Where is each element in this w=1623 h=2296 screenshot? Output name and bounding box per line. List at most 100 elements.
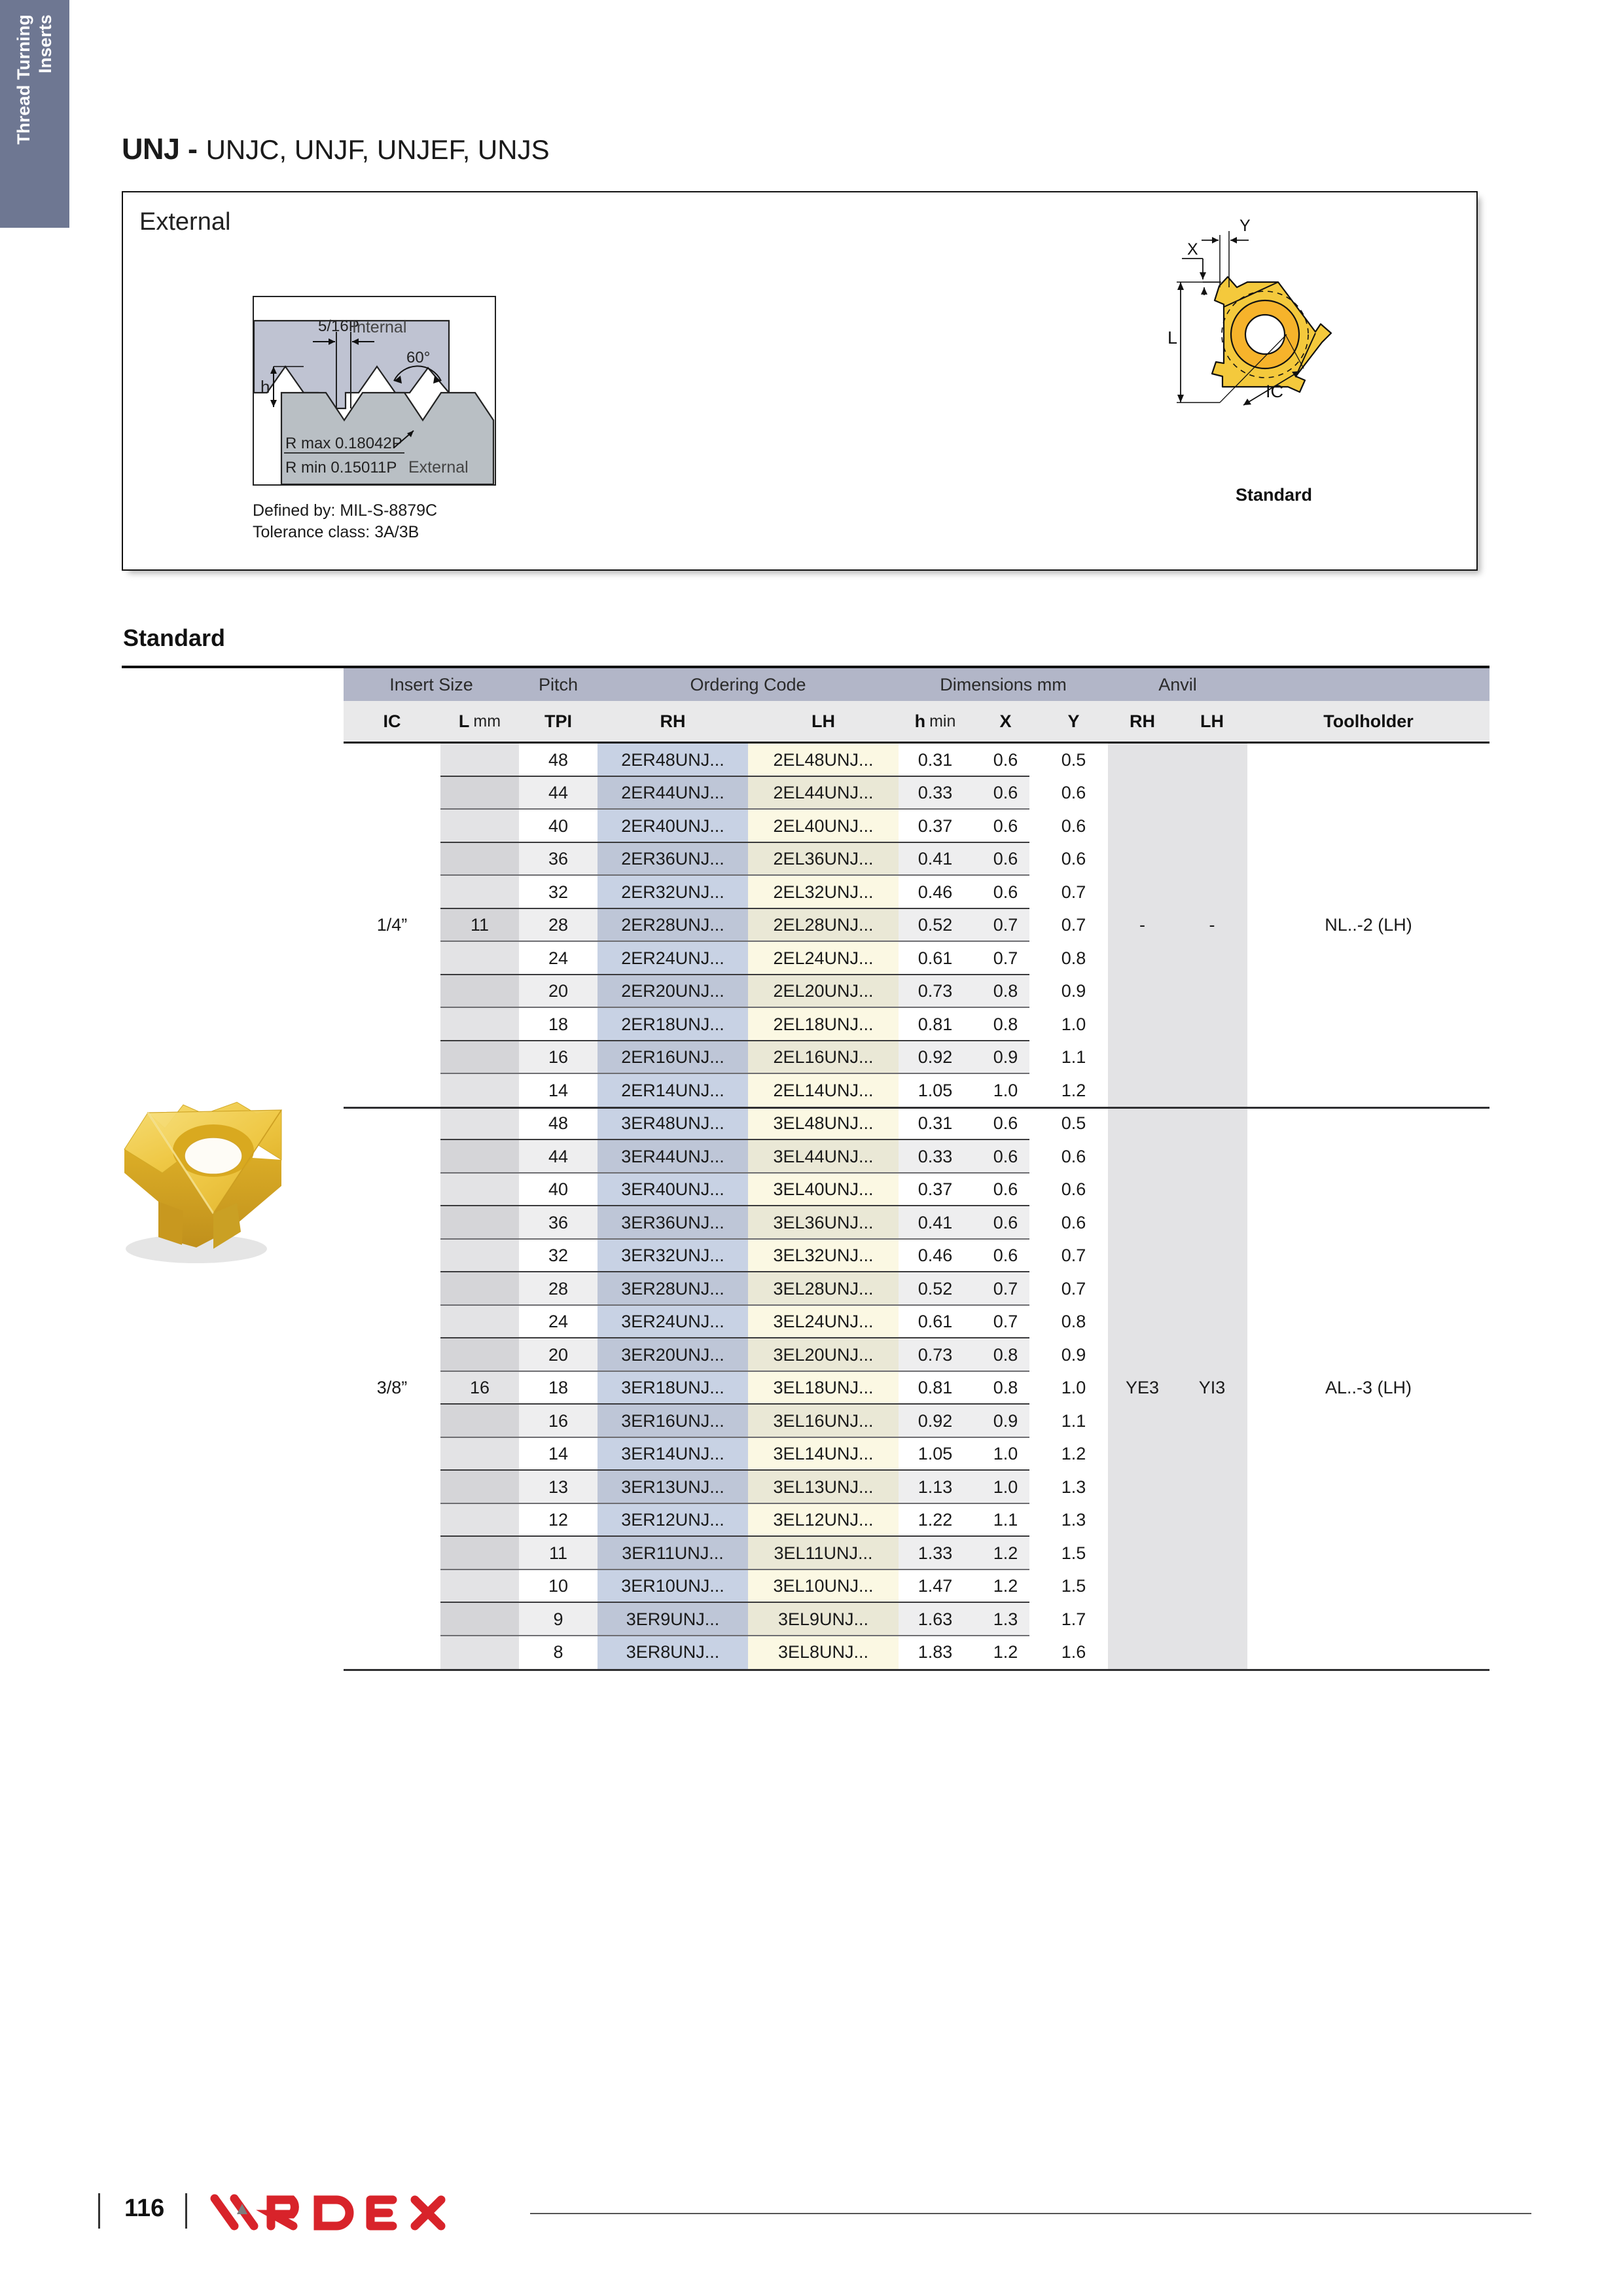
cell-y: 1.2 <box>1061 1444 1086 1464</box>
cell-lh: 3EL8UNJ... <box>777 1642 869 1662</box>
cell-lh: 3EL10UNJ... <box>773 1576 874 1596</box>
column-band-rh <box>597 744 748 1669</box>
svg-text:5/16P: 5/16P <box>318 317 359 335</box>
cell-lh: 2EL36UNJ... <box>773 849 874 869</box>
cell-x: 0.6 <box>993 783 1018 803</box>
table-top-rule <box>122 666 1489 668</box>
table-row: 48 3ER48UNJ... 3EL48UNJ... 0.31 0.6 0.5 <box>344 1107 1489 1141</box>
cell-h-min: 0.37 <box>918 1179 953 1200</box>
cell-lh: 2EL44UNJ... <box>773 783 874 803</box>
table-group-header-row: Insert Size Pitch Ordering Code Dimensio… <box>344 668 1489 701</box>
block-l-value: 16 <box>469 1378 490 1398</box>
svg-text:X: X <box>1187 240 1198 259</box>
cell-y: 1.3 <box>1061 1510 1086 1530</box>
column-band-anvil-rh <box>1108 744 1177 1669</box>
footer-divider-right <box>185 2193 187 2229</box>
group-header-ordering-code: Ordering Code <box>690 674 806 694</box>
cell-tpi: 11 <box>548 1543 568 1563</box>
cell-h-min: 0.46 <box>918 882 953 902</box>
cell-lh: 2EL18UNJ... <box>773 1014 874 1034</box>
table-row: 24 3ER24UNJ... 3EL24UNJ... 0.61 0.7 0.8 <box>344 1306 1489 1339</box>
cell-tpi: 20 <box>548 1344 569 1365</box>
cell-lh: 3EL9UNJ... <box>777 1609 869 1629</box>
page-number: 116 <box>124 2195 165 2222</box>
cell-y: 0.6 <box>1061 1212 1086 1232</box>
cell-x: 0.6 <box>993 1146 1018 1166</box>
cell-tpi: 36 <box>548 1212 569 1232</box>
cell-x: 1.1 <box>993 1510 1018 1530</box>
cell-rh: 2ER40UNJ... <box>621 816 724 836</box>
cell-y: 0.6 <box>1061 1146 1086 1166</box>
cell-rh: 3ER44UNJ... <box>621 1146 724 1166</box>
cell-rh: 2ER36UNJ... <box>621 849 724 869</box>
cell-lh: 2EL28UNJ... <box>773 915 874 935</box>
block-anvil-rh-value: YE3 <box>1125 1378 1160 1398</box>
svg-text:L: L <box>1168 328 1177 348</box>
cell-tpi: 9 <box>553 1609 563 1629</box>
col-header-y: Y <box>1067 711 1080 731</box>
cell-y: 0.6 <box>1061 816 1086 836</box>
cell-rh: 3ER32UNJ... <box>621 1246 724 1266</box>
cell-y: 0.8 <box>1061 1312 1086 1332</box>
col-header-anvil-lh: LH <box>1200 711 1224 731</box>
svg-text:R min 0.15011P: R min 0.15011P <box>285 459 397 476</box>
cell-x: 0.6 <box>993 849 1018 869</box>
cell-x: 1.2 <box>993 1576 1018 1596</box>
cell-y: 0.5 <box>1061 1113 1086 1134</box>
table-row: 24 2ER24UNJ... 2EL24UNJ... 0.61 0.7 0.8 <box>344 942 1489 975</box>
column-band-l <box>440 744 519 1669</box>
block-anvil-rh-value: - <box>1139 915 1145 935</box>
standard-reference-text: Defined by: MIL-S-8879C Tolerance class:… <box>253 500 437 544</box>
cell-x: 0.8 <box>993 1014 1018 1034</box>
svg-text:IC: IC <box>1266 382 1283 401</box>
cell-rh: 2ER28UNJ... <box>621 915 724 935</box>
table-row: 32 2ER32UNJ... 2EL32UNJ... 0.46 0.6 0.7 <box>344 876 1489 909</box>
table-row: 18 3ER18UNJ... 3EL18UNJ... 0.81 0.8 1.0 <box>344 1372 1489 1405</box>
cell-h-min: 1.05 <box>918 1080 953 1100</box>
col-header-anvil-rh: RH <box>1130 711 1155 731</box>
cell-h-min: 0.92 <box>918 1410 953 1431</box>
cell-tpi: 13 <box>548 1477 569 1497</box>
cell-y: 0.7 <box>1061 1246 1086 1266</box>
external-info-box: External 5/16P Internal 60° <box>122 191 1478 571</box>
standard-specification-table: Insert Size Pitch Ordering Code Dimensio… <box>344 668 1489 1671</box>
cell-lh: 3EL44UNJ... <box>773 1146 874 1166</box>
cell-y: 0.7 <box>1061 1278 1086 1299</box>
cell-h-min: 0.31 <box>918 1113 953 1134</box>
cell-x: 0.6 <box>993 882 1018 902</box>
cell-x: 0.7 <box>993 1278 1018 1299</box>
vardex-logo <box>208 2192 516 2236</box>
cell-h-min: 0.31 <box>918 749 953 770</box>
cell-y: 1.7 <box>1061 1609 1086 1629</box>
page-footer: 116 <box>98 2189 1531 2242</box>
cell-x: 0.7 <box>993 915 1018 935</box>
cell-h-min: 0.46 <box>918 1246 953 1266</box>
cell-h-min: 0.52 <box>918 1278 953 1299</box>
cell-y: 0.7 <box>1061 882 1086 902</box>
table-row: 14 3ER14UNJ... 3EL14UNJ... 1.05 1.0 1.2 <box>344 1438 1489 1471</box>
cell-h-min: 0.41 <box>918 1212 953 1232</box>
col-header-rh: RH <box>660 711 686 731</box>
group-header-dimensions: Dimensions mm <box>940 674 1067 694</box>
cell-rh: 3ER13UNJ... <box>621 1477 724 1497</box>
cell-h-min: 1.22 <box>918 1510 953 1530</box>
side-tab-text: Thread Turning Inserts <box>0 0 69 228</box>
cell-tpi: 48 <box>548 749 569 770</box>
insert-product-image <box>85 1073 301 1283</box>
block-anvil-lh-value: YI3 <box>1198 1378 1226 1398</box>
group-header-pitch: Pitch <box>538 674 579 694</box>
block-toolholder-value: AL..-3 (LH) <box>1325 1378 1412 1398</box>
cell-y: 0.6 <box>1061 849 1086 869</box>
cell-lh: 3EL32UNJ... <box>773 1246 874 1266</box>
cell-y: 1.2 <box>1061 1080 1086 1100</box>
cell-rh: 2ER44UNJ... <box>621 783 724 803</box>
table-row: 18 2ER18UNJ... 2EL18UNJ... 0.81 0.8 1.0 <box>344 1008 1489 1041</box>
cell-rh: 3ER28UNJ... <box>621 1278 724 1299</box>
cell-tpi: 18 <box>548 1378 569 1398</box>
cell-tpi: 12 <box>548 1510 569 1530</box>
cell-rh: 2ER24UNJ... <box>621 948 724 968</box>
svg-text:60°: 60° <box>406 349 430 367</box>
cell-h-min: 0.73 <box>918 981 953 1001</box>
cell-y: 0.9 <box>1061 981 1086 1001</box>
cell-lh: 2EL40UNJ... <box>773 816 874 836</box>
